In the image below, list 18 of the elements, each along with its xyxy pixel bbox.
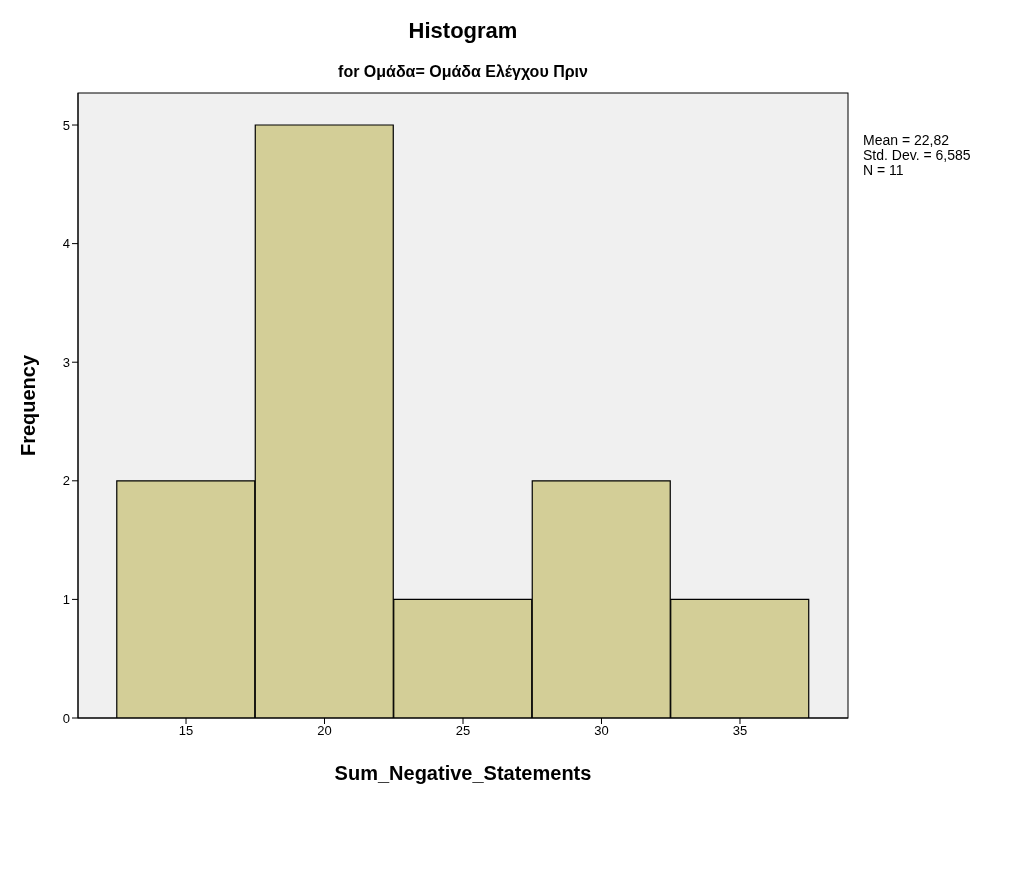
chart-title: Histogram bbox=[407, 18, 519, 44]
y-axis-title: Frequency bbox=[17, 354, 40, 457]
x-tick-label: 35 bbox=[732, 723, 748, 739]
y-tick-label: 3 bbox=[62, 354, 70, 370]
y-tick-label: 4 bbox=[62, 236, 70, 252]
y-tick-label: 0 bbox=[62, 710, 70, 726]
y-tick-label: 5 bbox=[62, 117, 70, 133]
y-tick-label: 1 bbox=[62, 592, 70, 608]
x-tick-label: 25 bbox=[455, 723, 471, 739]
x-tick-label: 20 bbox=[317, 723, 332, 739]
x-tick-label: 15 bbox=[178, 723, 194, 739]
x-axis-title: Sum_Negative_Statements bbox=[334, 762, 592, 784]
text: Mean = 22,82 bbox=[863, 132, 950, 148]
text: N = 11 bbox=[863, 162, 905, 178]
text: Std. Dev. = 6,585 bbox=[863, 147, 971, 163]
chart-subtitle: for Ομάδα= Ομάδα Ελέγχου Πριν bbox=[337, 63, 589, 81]
y-tick-label: 2 bbox=[62, 473, 70, 489]
x-tick-label: 30 bbox=[594, 723, 609, 739]
